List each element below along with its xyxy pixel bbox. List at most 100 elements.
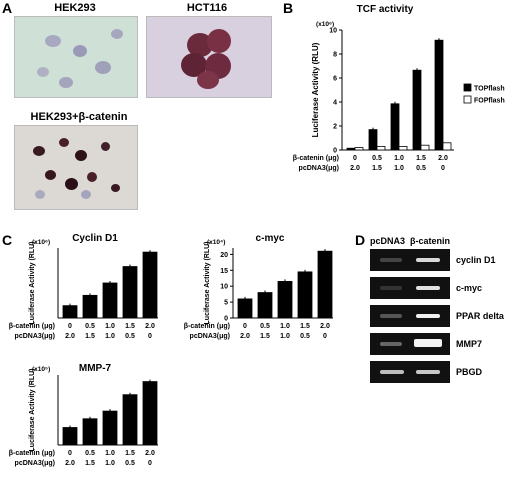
y-tick-label: 15 xyxy=(220,268,228,275)
bar-fopflash xyxy=(398,145,408,151)
chart-cyclin-d1: Cyclin D1 (x10⁶)Luciferase Activity (RLU)… xyxy=(9,233,158,340)
pcdna-tick-label: 0.5 xyxy=(300,333,310,340)
bcat-tick-label: 0 xyxy=(68,323,72,330)
gel-lane-mmp7 xyxy=(370,333,450,355)
y-tick-label: 0 xyxy=(333,148,337,155)
bar-value xyxy=(82,418,98,446)
bcat-tick-label: 0.5 xyxy=(85,450,95,457)
pcdna-tick-label: 2.0 xyxy=(350,165,360,172)
bar-fopflash xyxy=(354,147,364,151)
micrograph-hek293 xyxy=(14,16,138,98)
pcdna-tick-label: 0 xyxy=(148,460,152,467)
bar-topflash xyxy=(390,103,400,151)
bcat-tick-label: 1.5 xyxy=(416,155,426,162)
row-label-pcdna3: pcDNA3(μg) xyxy=(299,165,339,172)
bar-value xyxy=(237,298,253,319)
bcat-tick-label: 2.0 xyxy=(438,155,448,162)
y-axis-label: Luciferase Activity (RLU) xyxy=(29,242,36,325)
bar-topflash xyxy=(346,147,356,151)
pcdna-tick-label: 2.0 xyxy=(65,333,75,340)
chart-title: Cyclin D1 xyxy=(72,233,118,244)
bcat-tick-label: 2.0 xyxy=(320,323,330,330)
y-axis-label: Luciferase Activity (RLU) xyxy=(204,242,211,325)
image-title-hek293: HEK293 xyxy=(54,2,96,14)
row-label-bcatenin: β-catenin (μg) xyxy=(184,323,230,330)
bar-value xyxy=(122,266,138,319)
bar-fopflash xyxy=(420,144,430,151)
bcat-tick-label: 1.5 xyxy=(125,450,135,457)
row-label-bcatenin: β-catenin (μg) xyxy=(9,450,55,457)
gel-lane-ppar-delta xyxy=(370,305,450,327)
y-tick-label: 10 xyxy=(220,284,228,291)
bar-value xyxy=(317,250,333,319)
chart-mmp7: MMP-7 (x10⁵)Luciferase Activity (RLU) 0 2.0… xyxy=(9,363,158,467)
image-title-hek293-bcat: HEK293+β-catenin xyxy=(30,111,128,123)
y-tick-label: 10 xyxy=(329,28,337,35)
legend-label-fopflash: FOPflash xyxy=(474,98,505,105)
bcat-tick-label: 0 xyxy=(68,450,72,457)
bcat-tick-label: 2.0 xyxy=(145,323,155,330)
pcdna-tick-label: 2.0 xyxy=(65,460,75,467)
pcdna-tick-label: 1.5 xyxy=(85,460,95,467)
panel-d-label: D xyxy=(355,232,366,248)
gel-lane-pbgd xyxy=(370,361,450,383)
bcat-tick-label: 0.5 xyxy=(372,155,382,162)
chart-c-myc: c-myc (x10⁴)Luciferase Activity (RLU) 0 5 10… xyxy=(184,233,333,340)
gel-label-cyclin-d1: cyclin D1 xyxy=(456,255,496,265)
gel-label-c-myc: c-myc xyxy=(456,283,483,293)
row-label-pcdna3: pcDNA3(μg) xyxy=(15,460,55,467)
row-label-bcatenin: β-catenin (μg) xyxy=(293,155,339,162)
image-title-hct116: HCT116 xyxy=(186,2,228,14)
pcdna-tick-label: 2.0 xyxy=(240,333,250,340)
panel-a-label: A xyxy=(2,0,13,16)
row-label-pcdna3: pcDNA3(μg) xyxy=(190,333,230,340)
bcat-tick-label: 1.0 xyxy=(105,323,115,330)
y-scale-label: (x10⁶) xyxy=(316,21,334,28)
bar-fopflash xyxy=(376,145,386,151)
panel-b-label: B xyxy=(283,0,294,16)
bcat-tick-label: 0.5 xyxy=(85,323,95,330)
pcdna-tick-label: 0 xyxy=(441,165,445,172)
bar-value xyxy=(102,410,118,446)
y-tick-label: 6 xyxy=(333,76,337,83)
pcdna-tick-label: 1.5 xyxy=(260,333,270,340)
panel-c-label: C xyxy=(2,232,13,248)
legend-label-topflash: TOPflash xyxy=(474,86,505,93)
chart-title: TCF activity xyxy=(357,4,414,15)
row-label-bcatenin: β-catenin (μg) xyxy=(9,323,55,330)
pcdna-tick-label: 1.0 xyxy=(105,460,115,467)
gel-label-ppar-delta: PPAR delta xyxy=(456,311,504,321)
pcdna-tick-label: 0 xyxy=(148,333,152,340)
bar-value xyxy=(62,305,78,319)
gel-lane-cyclin-d1 xyxy=(370,249,450,271)
bcat-tick-label: 2.0 xyxy=(145,450,155,457)
bar-topflash xyxy=(412,69,422,151)
micrograph-hek293-bcatenin xyxy=(14,125,138,210)
bcat-tick-label: 0 xyxy=(353,155,357,162)
pcdna-tick-label: 1.5 xyxy=(85,333,95,340)
y-tick-label: 2 xyxy=(333,124,337,131)
y-tick-label: 20 xyxy=(220,252,228,259)
bar-topflash xyxy=(368,129,378,151)
bcat-tick-label: 1.0 xyxy=(394,155,404,162)
bar-value xyxy=(62,427,78,446)
y-scale-label: (x10⁶) xyxy=(32,239,50,246)
y-axis-label: Luciferase Activity (RLU) xyxy=(311,42,320,137)
chart-title: MMP-7 xyxy=(79,363,112,374)
y-tick-label: 4 xyxy=(333,100,337,107)
bar-value xyxy=(142,381,158,446)
bar-fopflash xyxy=(442,142,452,151)
bcat-tick-label: 1.5 xyxy=(300,323,310,330)
bcat-tick-label: 0.5 xyxy=(260,323,270,330)
bar-value xyxy=(142,251,158,319)
y-scale-label: (x10⁴) xyxy=(207,239,225,246)
bar-value xyxy=(257,292,273,319)
legend-swatch-topflash xyxy=(463,83,472,92)
bcat-tick-label: 1.5 xyxy=(125,323,135,330)
chart-title: c-myc xyxy=(256,233,285,244)
pcdna-tick-label: 0 xyxy=(323,333,327,340)
pcdna-tick-label: 1.0 xyxy=(394,165,404,172)
bcat-tick-label: 1.0 xyxy=(280,323,290,330)
pcdna-tick-label: 0.5 xyxy=(416,165,426,172)
bar-value xyxy=(122,394,138,446)
